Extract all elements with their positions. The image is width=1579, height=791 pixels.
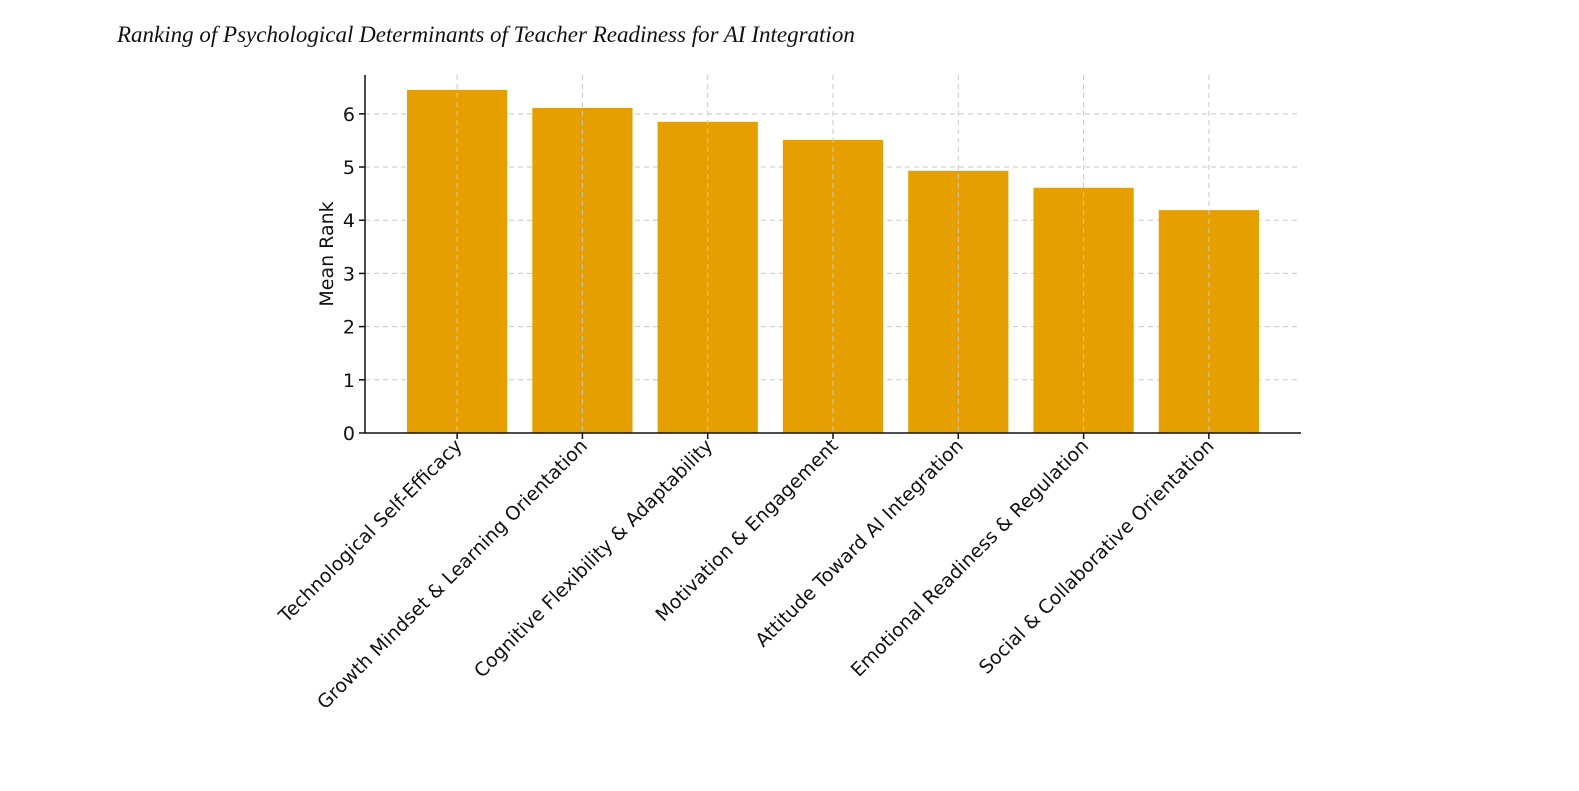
y-tick-label: 5: [343, 157, 355, 179]
y-tick-label: 0: [343, 423, 355, 445]
y-tick-label: 2: [343, 317, 355, 339]
x-tick-label: Cognitive Flexibility & Adaptability: [470, 435, 717, 682]
x-tick-label: Emotional Readiness & Regulation: [847, 435, 1093, 681]
x-tick-label: Growth Mindset & Learning Orientation: [313, 435, 592, 714]
y-tick-label: 4: [343, 210, 355, 232]
y-tick-label: 1: [343, 370, 355, 392]
y-tick-label: 6: [343, 104, 355, 126]
y-axis-label: Mean Rank: [316, 201, 338, 306]
x-tick-label: Social & Collaborative Orientation: [975, 435, 1219, 679]
chart-title: Ranking of Psychological Determinants of…: [116, 22, 855, 47]
bar: [532, 107, 633, 433]
y-tick-label: 3: [343, 263, 355, 285]
x-tick-label: Attitude Toward AI Integration: [751, 435, 968, 652]
